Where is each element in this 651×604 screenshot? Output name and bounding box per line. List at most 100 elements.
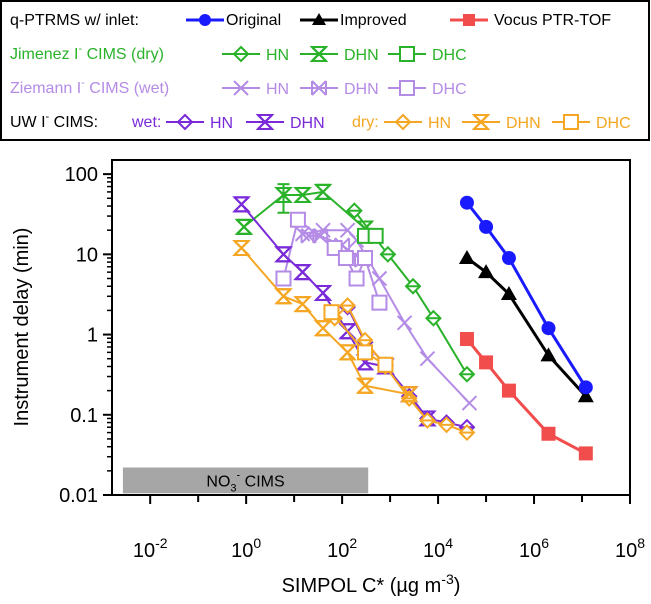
legend-uw-prefix: UW I- CIMS: bbox=[10, 111, 98, 131]
legend-item-uw-dry-dhc: DHC bbox=[552, 114, 631, 132]
series-vocus-vocus-ptr-tof bbox=[459, 332, 593, 461]
series-q-ptrms-improved bbox=[458, 250, 594, 403]
data-point bbox=[458, 365, 476, 383]
data-point bbox=[459, 332, 474, 347]
data-point bbox=[501, 251, 516, 266]
legend-item-uw-dry-dhn: DHN bbox=[462, 114, 541, 132]
legend-marker bbox=[399, 46, 415, 62]
data-point bbox=[419, 351, 436, 367]
data-point bbox=[289, 211, 306, 228]
series-uw-dry-dhc bbox=[323, 304, 394, 373]
legend-item-ziemann-dhc: DHC bbox=[388, 80, 467, 98]
legend-label: DHC bbox=[432, 81, 467, 98]
data-point bbox=[540, 347, 557, 362]
legend-group-ziemann: HN DHN DHC bbox=[222, 80, 467, 98]
legend-marker bbox=[309, 46, 329, 62]
y-tick-label: 10 bbox=[76, 244, 98, 266]
legend-label-vocus: Vocus PTR-TOF bbox=[494, 12, 611, 29]
legend-label: HN bbox=[266, 81, 289, 98]
data-point bbox=[293, 264, 312, 281]
axes: 10-2 100 102 104 106 108 0.01 0.1 1 10 100 bbox=[59, 164, 645, 562]
data-point bbox=[348, 270, 365, 287]
legend-label: DHN bbox=[290, 115, 325, 132]
legend-marker bbox=[232, 45, 250, 63]
data-point bbox=[234, 218, 254, 235]
data-point bbox=[419, 412, 436, 429]
no3-cims-bar bbox=[122, 467, 369, 494]
legend-label-improved: Improved bbox=[340, 12, 407, 29]
legend-marker bbox=[255, 114, 275, 130]
legend-uw-wet: wet: bbox=[131, 114, 161, 131]
data-point bbox=[313, 183, 333, 200]
y-tick-label: 100 bbox=[65, 164, 98, 186]
x-tick-label: 108 bbox=[615, 535, 645, 562]
x-tick-label: 100 bbox=[231, 535, 261, 562]
legend-marker bbox=[176, 113, 194, 131]
series-uw-dry-dhn bbox=[232, 239, 419, 403]
data-point bbox=[357, 344, 374, 361]
data-point bbox=[425, 309, 442, 327]
legend-label: HN bbox=[210, 115, 233, 132]
legend-marker bbox=[394, 113, 412, 131]
plot-area bbox=[232, 183, 594, 461]
data-point bbox=[357, 250, 374, 267]
legend-label-original: Original bbox=[226, 12, 281, 29]
data-point bbox=[541, 321, 556, 336]
data-point bbox=[313, 320, 333, 337]
data-point bbox=[293, 186, 312, 203]
legend-marker bbox=[563, 114, 579, 130]
data-point bbox=[577, 388, 594, 403]
data-point bbox=[339, 297, 356, 314]
series-line bbox=[466, 256, 587, 398]
series-q-ptrms-original bbox=[459, 195, 593, 395]
legend-uw-dry: dry: bbox=[352, 114, 379, 131]
x-tick-label: 104 bbox=[423, 535, 453, 562]
data-point bbox=[459, 195, 474, 210]
legend-item-original: Original bbox=[186, 12, 281, 29]
legend-jimenez-prefix: Jimenez I- CIMS (dry) bbox=[10, 43, 164, 63]
legend-label: DHN bbox=[344, 81, 379, 98]
data-point bbox=[337, 250, 354, 267]
legend-label: HN bbox=[428, 115, 451, 132]
data-point bbox=[293, 296, 312, 313]
legend-item-uw-wet-hn: HN bbox=[166, 113, 233, 132]
data-point bbox=[541, 426, 556, 441]
legend-item-ziemann-dhn: DHN bbox=[300, 80, 379, 98]
legend-item-ziemann-hn: HN bbox=[222, 80, 289, 98]
data-point bbox=[404, 277, 422, 295]
error-bar bbox=[277, 183, 290, 214]
no3-cims-label: NO3- CIMS bbox=[206, 469, 284, 494]
data-point bbox=[458, 424, 476, 441]
data-point bbox=[338, 344, 357, 361]
legend-item-jimenez-dhc: DHC bbox=[388, 46, 467, 64]
y-tick-label: 0.1 bbox=[70, 405, 98, 427]
series-jimenez-dhc bbox=[357, 227, 384, 244]
x-tick-label: 10-2 bbox=[133, 535, 168, 562]
legend-label: DHN bbox=[506, 115, 541, 132]
data-point bbox=[371, 294, 388, 311]
data-point bbox=[501, 383, 516, 398]
plot-frame bbox=[111, 159, 631, 496]
legend-label: DHC bbox=[432, 47, 467, 64]
data-point bbox=[232, 196, 251, 213]
data-point bbox=[458, 250, 475, 265]
data-point bbox=[461, 395, 478, 411]
legend-marker bbox=[399, 80, 415, 96]
x-tick-label: 102 bbox=[327, 535, 357, 562]
data-point bbox=[355, 377, 375, 394]
legend-label: DHC bbox=[596, 115, 631, 132]
x-axis-title: SIMPOL C* (µg m-3) bbox=[282, 571, 461, 597]
data-point bbox=[275, 270, 292, 287]
legend-label: HN bbox=[266, 47, 289, 64]
legend-group-jimenez: HN DHN DHC bbox=[222, 45, 467, 64]
data-point bbox=[479, 355, 494, 370]
data-point bbox=[399, 386, 419, 403]
legend-ziemann-prefix: Ziemann I- CIMS (wet) bbox=[10, 77, 169, 97]
data-point bbox=[274, 246, 293, 263]
data-point bbox=[323, 304, 340, 321]
legend-item-uw-wet-dhn: DHN bbox=[246, 114, 325, 132]
data-point bbox=[367, 227, 384, 244]
x-tick-label: 106 bbox=[519, 535, 549, 562]
data-point bbox=[232, 239, 251, 256]
